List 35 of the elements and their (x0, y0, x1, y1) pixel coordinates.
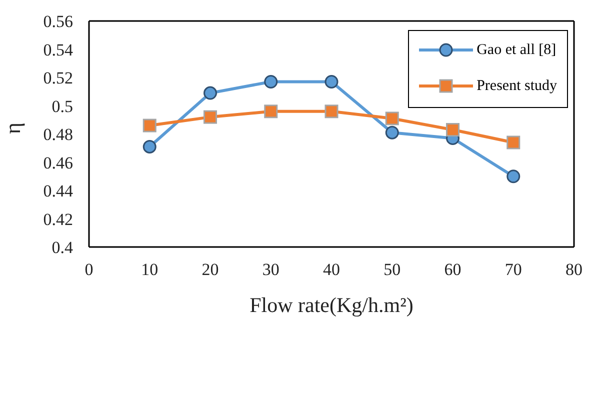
y-tick-label: 0.56 (43, 12, 73, 32)
point (385, 112, 399, 126)
point (506, 170, 520, 184)
point (264, 104, 278, 118)
y-tick-label: 0.46 (43, 153, 73, 172)
point (506, 136, 520, 150)
legend-label: Present study (476, 77, 557, 95)
x-tick-label: 40 (323, 260, 340, 280)
point (324, 104, 338, 118)
y-tick-label: 0.48 (43, 125, 73, 144)
x-tick-label: 20 (202, 260, 219, 280)
point (204, 110, 217, 124)
x-tick-label: 70 (504, 260, 522, 280)
y-tick-label: 0.52 (43, 68, 73, 88)
point (446, 123, 460, 137)
x-tick-label: 0 (84, 260, 94, 280)
y-tick-label: 0.44 (43, 182, 74, 201)
x-tick-label: 50 (384, 260, 401, 280)
point (142, 118, 156, 132)
legend-label: Gao et all [8] (476, 41, 556, 59)
y-tick-label: 0.54 (43, 40, 74, 60)
x-tick-label: 80 (566, 260, 582, 280)
point (324, 74, 338, 88)
y-axis-title: η (0, 122, 25, 134)
x-tick-label: 30 (262, 260, 280, 280)
x-tick-label: 10 (141, 260, 158, 280)
y-tick-label: 0.4 (52, 238, 74, 258)
y-tick-label: 0.42 (43, 210, 73, 229)
point (204, 86, 217, 100)
point (385, 126, 399, 140)
x-tick-label: 60 (444, 260, 462, 280)
y-tick-label: 0.5 (52, 96, 73, 116)
point (142, 140, 156, 154)
x-axis-title: Flow rate(Kg/h.m²) (250, 293, 414, 317)
point (264, 74, 278, 88)
